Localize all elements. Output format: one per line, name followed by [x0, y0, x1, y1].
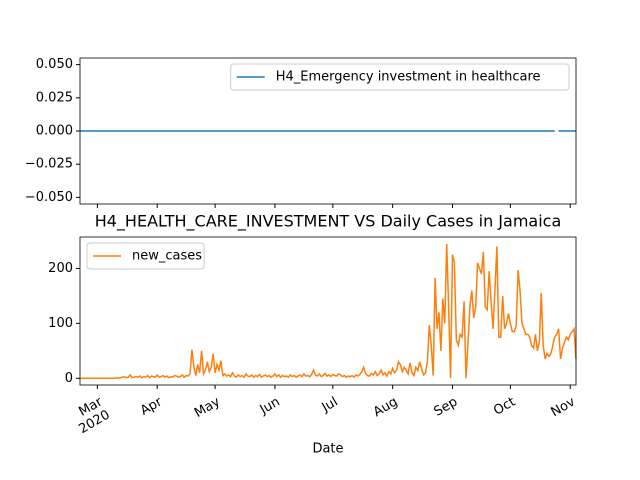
legend-label: H4_Emergency investment in healthcare — [276, 70, 541, 85]
x-axis-label: Date — [312, 442, 343, 457]
y-tick-label: −0.025 — [25, 157, 73, 172]
y-tick-label: −0.050 — [25, 190, 73, 205]
y-tick-label: 100 — [48, 316, 73, 331]
legend-label: new_cases — [132, 249, 202, 264]
y-tick-label: 0 — [65, 371, 73, 386]
y-tick-label: 200 — [48, 261, 73, 276]
y-tick-label: 0.050 — [36, 57, 73, 72]
legend-box — [230, 63, 570, 91]
y-tick-label: 0.025 — [36, 90, 73, 105]
y-tick-label: 0.000 — [36, 124, 73, 139]
axes-frame — [79, 57, 577, 205]
chart-title: H4_HEALTH_CARE_INVESTMENT VS Daily Cases… — [95, 212, 562, 232]
legend-box — [86, 242, 205, 270]
x-tick-label: Jul — [319, 395, 341, 416]
data-line — [80, 243, 577, 380]
axes-frame — [79, 236, 577, 386]
